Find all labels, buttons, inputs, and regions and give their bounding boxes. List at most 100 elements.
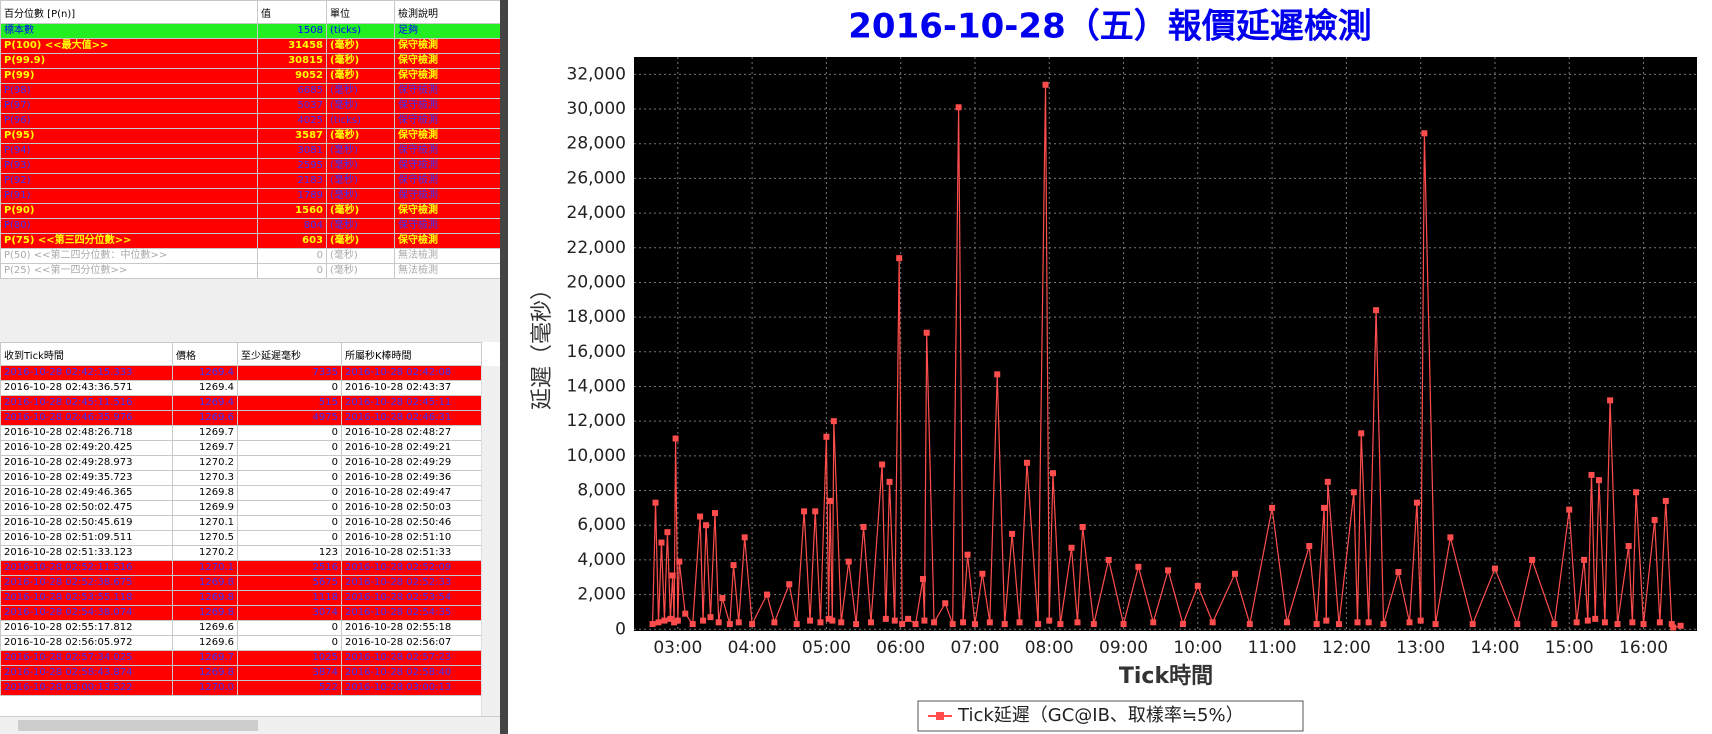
- table-cell: P(90): [0, 203, 258, 219]
- table-cell: 保守檢測: [394, 128, 500, 144]
- plot-area: [634, 57, 1697, 631]
- table-row: P(91) 1789 (毫秒) 保守檢測: [0, 188, 500, 204]
- x-tick-label: 03:00: [653, 638, 702, 658]
- data-point: [853, 621, 860, 628]
- table-cell: 1269.4: [172, 380, 238, 396]
- data-point: [1573, 619, 1580, 626]
- table-cell: 9052: [257, 68, 327, 84]
- x-tick-label: 16:00: [1619, 638, 1668, 658]
- table-cell: 保守檢測: [394, 233, 500, 249]
- data-point: [971, 621, 978, 628]
- table-cell: 保守檢測: [394, 83, 500, 99]
- y-tick-label: 0: [615, 619, 626, 639]
- table-cell: 2016-10-28 02:52:09: [341, 560, 482, 576]
- column-header: 至少延遲毫秒: [237, 342, 342, 366]
- table-row: P(50) <<第二四分位數：中位數>> 0 (毫秒) 無法檢測: [0, 248, 500, 264]
- table-cell: 4975: [237, 410, 342, 426]
- table-cell: (毫秒): [326, 83, 395, 99]
- vertical-scrollbar[interactable]: [481, 366, 500, 716]
- table-cell: 無法檢測: [394, 248, 500, 264]
- data-point: [655, 619, 662, 626]
- column-header: 單位: [326, 0, 395, 24]
- data-point: [1365, 619, 1372, 626]
- table-cell: P(98): [0, 83, 258, 99]
- table-cell: 2016-10-28 02:58:40: [341, 665, 482, 681]
- table-cell: 1269.8: [172, 590, 238, 606]
- data-point: [1079, 523, 1086, 530]
- data-point: [1607, 397, 1614, 404]
- table-cell: 3587: [257, 128, 327, 144]
- table-cell: 2016-10-28 02:51:33: [341, 545, 482, 561]
- table-cell: 5675: [237, 575, 342, 591]
- data-point: [817, 619, 824, 626]
- y-tick-label: 24,000: [567, 203, 626, 223]
- splitter[interactable]: [500, 0, 508, 734]
- data-point: [1529, 556, 1536, 563]
- table-cell: P(25) <<第一四分位數>>: [0, 263, 258, 279]
- table-cell: 2016-10-28 02:49:20.425: [0, 440, 173, 456]
- header-row: 百分位數 [P(n)] 值單位 檢測說明: [0, 0, 500, 24]
- table-cell: 1270.5: [172, 530, 238, 546]
- y-tick-label: 22,000: [567, 238, 626, 258]
- table-cell: (毫秒): [326, 143, 395, 159]
- table-cell: 2016-10-28 02:46:31: [341, 410, 482, 426]
- table-cell: P(95): [0, 128, 258, 144]
- data-point: [771, 619, 778, 626]
- data-point: [827, 497, 834, 504]
- table-row: 2016-10-28 02:50:02.475 1269.9 0 2016-10-28…: [0, 500, 482, 516]
- table-cell: P(96): [0, 113, 258, 129]
- data-point: [661, 617, 668, 624]
- table-cell: 2595: [257, 158, 327, 174]
- x-tick-label: 07:00: [950, 638, 999, 658]
- table-cell: 1269.7: [172, 425, 238, 441]
- table-row: P(98) 6685 (毫秒) 保守檢測: [0, 83, 500, 99]
- data-point: [671, 619, 678, 626]
- y-tick-label: 30,000: [567, 99, 626, 119]
- y-axis-label: 延遲（毫秒）: [530, 278, 555, 410]
- table-row: 2016-10-28 02:46:35.976 1269.6 4975 2016-10…: [0, 410, 482, 426]
- data-point: [652, 499, 659, 506]
- table-row: 2016-10-28 02:49:35.723 1270.3 0 2016-10-28…: [0, 470, 482, 486]
- data-point: [960, 619, 967, 626]
- data-point: [1016, 619, 1023, 626]
- table-cell: 804: [257, 218, 327, 234]
- y-tick-label: 16,000: [567, 342, 626, 362]
- table-row: P(25) <<第一四分位數>> 0 (毫秒) 無法檢測: [0, 263, 500, 279]
- table-cell: 2016-10-28 02:50:46: [341, 515, 482, 531]
- table-cell: 4025: [257, 113, 327, 129]
- table-row: 2016-10-28 02:50:45.619 1270.1 0 2016-10-28…: [0, 515, 482, 531]
- table-row: 2016-10-28 02:45:11.516 1269.4 515 2016-10-…: [0, 395, 482, 411]
- data-point: [964, 551, 971, 558]
- table-cell: P(92): [0, 173, 258, 189]
- data-point: [891, 617, 898, 624]
- table-cell: P(100) <<最大值>>: [0, 38, 258, 54]
- table-cell: (毫秒): [326, 203, 395, 219]
- table-row: 2016-10-28 02:43:36.571 1269.4 0 2016-10-28…: [0, 380, 482, 396]
- data-point: [1581, 556, 1588, 563]
- table-cell: 2016-10-28 02:57:23: [341, 650, 482, 666]
- table-cell: 2016-10-28 02:48:26.718: [0, 425, 173, 441]
- data-point: [879, 461, 886, 468]
- table-cell: 保守檢測: [394, 218, 500, 234]
- table-cell: 2016-10-28 02:56:07: [341, 635, 482, 651]
- table-row: 2016-10-28 02:55:17.812 1269.6 0 2016-10-28…: [0, 620, 482, 636]
- table-cell: (ticks): [326, 23, 395, 39]
- table-cell: 1270.1: [172, 515, 238, 531]
- table-cell: (毫秒): [326, 38, 395, 54]
- data-point: [1491, 565, 1498, 572]
- x-tick-label: 12:00: [1322, 638, 1371, 658]
- data-point: [830, 418, 837, 425]
- data-point: [896, 255, 903, 262]
- table-row: 標本數 1508 (ticks) 足夠: [0, 23, 500, 39]
- table-cell: 2016-10-28 02:46:35.976: [0, 410, 173, 426]
- data-point: [793, 621, 800, 628]
- horizontal-scrollbar[interactable]: [0, 716, 500, 734]
- table-cell: 2016-10-28 02:55:17.812: [0, 620, 173, 636]
- data-point: [838, 619, 845, 626]
- y-tick-label: 4,000: [577, 550, 626, 570]
- data-point: [1231, 570, 1238, 577]
- data-point: [823, 433, 830, 440]
- table-row: P(100) <<最大值>> 31458 (毫秒) 保守檢測: [0, 38, 500, 54]
- table-cell: 2016-10-28 02:54:35: [341, 605, 482, 621]
- table-cell: 2016-10-28 02:49:28.973: [0, 455, 173, 471]
